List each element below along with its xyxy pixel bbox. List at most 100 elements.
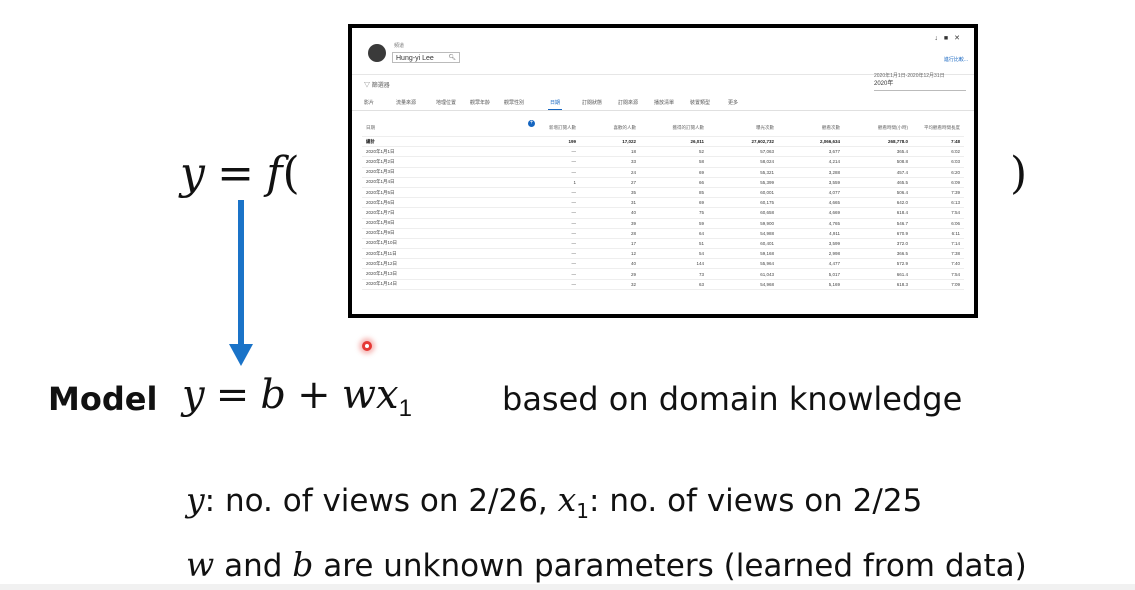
equation-y-equals-f: y = f(	[180, 148, 300, 199]
table-cell: —	[520, 279, 580, 290]
table-cell: 4,214	[778, 156, 844, 168]
model-note: based on domain knowledge	[502, 380, 963, 418]
table-row: 2020年1月10日 —17 51 60,401 3,599 372.0 7:14	[362, 238, 964, 250]
table-cell: 64	[640, 228, 708, 239]
compare-link: 進行比較...	[943, 57, 968, 63]
table-cell: 40	[580, 258, 640, 270]
table-cell: 6:03	[912, 156, 964, 168]
table-cell: 7:40	[912, 258, 964, 270]
model-b: b	[260, 372, 286, 418]
close-icon: ✕	[954, 35, 966, 42]
column-header: 新增訂閱人數	[520, 120, 580, 137]
table-cell: 7:48	[912, 136, 964, 148]
table-cell: 2,066,634	[778, 136, 844, 148]
table-cell: 2020年1月7日	[362, 207, 520, 219]
table-cell: 18	[580, 146, 640, 158]
table-cell: 28	[580, 228, 640, 239]
eq-equals: =	[217, 148, 254, 199]
def-x: x	[557, 480, 577, 519]
tab-9: 裝置類型	[690, 100, 711, 106]
table-cell: 51	[640, 238, 708, 250]
table-cell: 58,024	[708, 156, 778, 168]
table-cell: 17	[580, 238, 640, 250]
table-cell: 27	[580, 177, 640, 188]
table-cell: 2020年1月4日	[362, 177, 520, 188]
download-icon: ↓	[934, 35, 944, 42]
channel-selector: Hung-yi Lee 🔍︎	[392, 52, 460, 63]
table-row: 2020年1月4日 1 27 66 55,399 3,559 465.5 6:09	[362, 177, 964, 188]
table-cell: —	[520, 228, 580, 239]
tab-6: 訂閱狀態	[582, 100, 603, 106]
table-cell: 69	[640, 197, 708, 209]
tab-4: 觀眾性別	[504, 100, 525, 106]
table-cell: —	[520, 248, 580, 260]
model-w: w	[341, 372, 376, 418]
table-cell: 52	[640, 146, 708, 158]
table-cell: 總計	[362, 136, 520, 148]
table-cell: 618.3	[844, 279, 912, 290]
table-cell: 372.0	[844, 238, 912, 250]
table-row: 2020年1月12日 —40 144 55,964 4,477 572.9 7:40	[362, 258, 964, 270]
table-cell: 55,399	[708, 177, 778, 188]
table-cell: 7:14	[912, 238, 964, 250]
analytics-table: 日期 新增訂閱人數 喜歡的人數 獲得的訂閱人數 曝光次數 觀看次數 觀看時間(小時) 平均觀看…	[362, 120, 964, 290]
tab-5: 日期	[547, 100, 563, 110]
embed-header: 頻道 Hung-yi Lee 🔍︎ ↓■✕ 進行比較...	[352, 28, 974, 75]
table-row: 2020年1月5日 —35 85 60,001 4,077 506.4 7:39	[362, 187, 964, 199]
table-cell: —	[520, 268, 580, 280]
table-cell: 5,017	[778, 268, 844, 280]
table-row: 2020年1月6日 —31 69 60,175 4,665 642.0 6:13	[362, 197, 964, 209]
param-and: and	[214, 548, 293, 584]
filter-row: ▽ 篩選器	[364, 80, 390, 89]
def-x-subscript: 1	[576, 499, 590, 524]
table-row: 2020年1月11日 —12 54 59,168 2,998 366.5 7:38	[362, 248, 964, 260]
def-y-text: : no. of views on 2/26,	[204, 483, 558, 519]
table-cell: 54	[640, 248, 708, 260]
table-cell: 457.4	[844, 167, 912, 178]
table-cell: 268,778.0	[844, 136, 912, 148]
table-cell: 73	[640, 268, 708, 280]
param-b: b	[292, 545, 314, 584]
table-cell: 3,559	[778, 177, 844, 188]
tab-1: 流量來源	[396, 100, 417, 106]
table-cell: 618.4	[844, 207, 912, 219]
param-text: are unknown parameters (learned from dat…	[313, 548, 1027, 584]
table-cell: 26,011	[640, 136, 708, 148]
down-arrow-icon	[229, 200, 253, 366]
column-header: 曝光次數	[708, 120, 778, 137]
table-cell: —	[520, 187, 580, 199]
column-header: 日期	[362, 120, 520, 137]
model-plus: +	[297, 372, 331, 418]
table-cell: 33	[580, 156, 640, 168]
table-cell: 54,988	[708, 228, 778, 239]
search-icon: 🔍︎	[448, 55, 456, 61]
table-cell: —	[520, 167, 580, 178]
table-cell: 1	[520, 177, 580, 188]
arrow-head	[229, 344, 253, 366]
table-cell: 60,001	[708, 187, 778, 199]
feedback-icon: ■	[943, 35, 955, 42]
table-cell: 63	[640, 279, 708, 290]
table-cell: 4,665	[778, 197, 844, 209]
model-equals: =	[215, 372, 250, 418]
channel-name: Hung-yi Lee	[396, 55, 434, 62]
table-cell: 2020年1月3日	[362, 167, 520, 178]
table-cell: 40	[580, 207, 640, 219]
model-y: y	[182, 372, 205, 418]
table-cell: —	[520, 238, 580, 250]
param-w: w	[186, 545, 215, 584]
table-row: 2020年1月13日 —29 73 61,043 5,017 661.4 7:54	[362, 268, 964, 280]
tab-10: 更多	[728, 100, 739, 106]
table-cell: —	[520, 218, 580, 229]
tab-7: 訂閱來源	[618, 100, 639, 106]
table-cell: 6:20	[912, 167, 964, 178]
table-cell: 60,401	[708, 238, 778, 250]
table-cell: 12	[580, 248, 640, 260]
table-cell: 7:39	[912, 187, 964, 199]
tab-3: 觀眾年齡	[470, 100, 491, 106]
table-cell: 66	[640, 177, 708, 188]
table-cell: 3,677	[778, 146, 844, 158]
table-cell: 69	[640, 167, 708, 178]
variable-definitions: y: no. of views on 2/26, x1: no. of view…	[186, 480, 922, 523]
table-cell: 31	[580, 197, 640, 209]
